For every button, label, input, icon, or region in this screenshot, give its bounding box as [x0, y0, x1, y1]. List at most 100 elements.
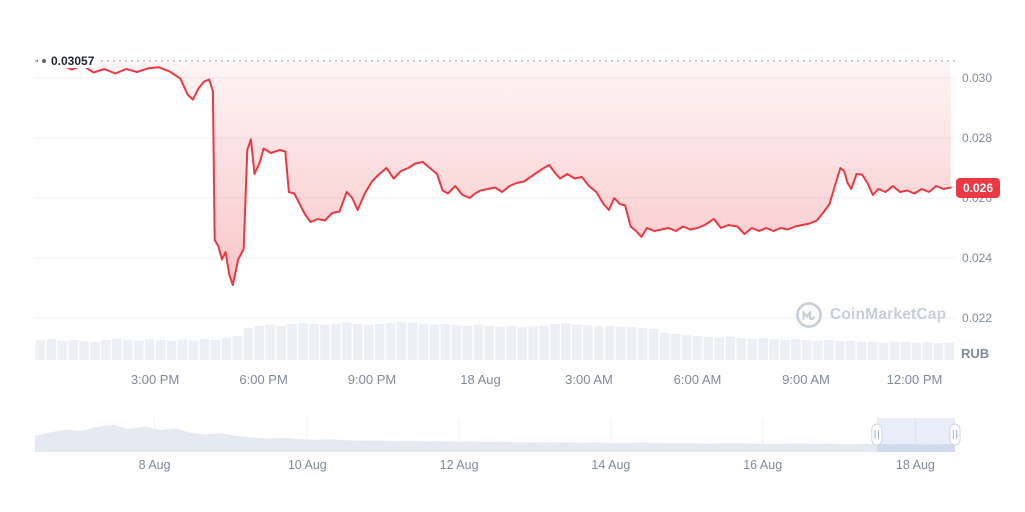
volume-bar	[856, 342, 867, 360]
reference-price-label: 0.03057	[38, 54, 99, 68]
reference-dot-icon	[42, 59, 46, 63]
volume-bar	[331, 324, 341, 360]
volume-bar	[703, 336, 714, 360]
volume-bar	[243, 328, 254, 360]
volume-bar	[101, 340, 111, 360]
volume-bar	[353, 324, 363, 360]
x-axis-label: 3:00 AM	[565, 372, 613, 387]
x-axis-label: 18 Aug	[460, 372, 501, 387]
navigator-date-label: 16 Aug	[743, 458, 782, 472]
volume-bar	[364, 324, 374, 360]
volume-bar	[725, 336, 735, 360]
volume-bar	[736, 338, 746, 360]
volume-bar	[681, 335, 692, 360]
x-axis-label: 9:00 PM	[348, 372, 396, 387]
volume-bar	[155, 340, 166, 360]
volume-bar	[769, 339, 779, 360]
volume-bar	[90, 342, 100, 360]
volume-bar	[604, 326, 615, 360]
volume-bar	[692, 336, 703, 360]
y-axis-label: 0.030	[962, 71, 992, 85]
volume-bar	[824, 340, 834, 360]
volume-bar	[659, 332, 670, 360]
volume-bar	[462, 326, 473, 360]
volume-bar	[199, 339, 210, 360]
volume-bar	[451, 325, 462, 360]
navigator-date-label: 14 Aug	[591, 458, 630, 472]
volume-bar	[637, 328, 648, 360]
volume-bar	[276, 326, 286, 360]
range-navigator[interactable]: 8 Aug 10 Aug 12 Aug 14 Aug 16 Aug 18 Aug	[0, 415, 1025, 477]
volume-bar	[385, 323, 396, 360]
volume-bar	[878, 342, 889, 360]
navigator-date-label: 18 Aug	[896, 458, 935, 472]
volume-bar	[834, 341, 845, 360]
volume-bar	[791, 339, 801, 360]
volume-bar	[134, 340, 144, 360]
volume-bar	[298, 323, 308, 360]
volume-bar	[79, 341, 89, 360]
navigator-handle-left[interactable]	[871, 423, 883, 446]
volume-bar	[813, 340, 823, 360]
price-chart[interactable]: 0.030 0.028 0.026 0.024 0.022 3:00 PM 6:00 PM 9…	[0, 0, 1025, 400]
volume-bar	[911, 342, 922, 360]
navigator-area	[35, 424, 955, 452]
volume-bar	[396, 322, 407, 360]
volume-bar	[254, 326, 264, 360]
volume-bar	[615, 326, 626, 360]
volume-bar	[68, 340, 78, 360]
volume-bar	[46, 339, 56, 360]
volume-bar	[287, 324, 297, 360]
volume-bar	[232, 336, 243, 360]
volume-bar	[802, 340, 812, 360]
volume-bar	[407, 322, 418, 360]
volume-bar	[166, 340, 177, 360]
volume-bar	[418, 324, 429, 360]
coinmarketcap-watermark: CoinMarketCap	[795, 301, 946, 329]
volume-bar	[35, 340, 45, 360]
coinmarketcap-logo-icon	[796, 302, 822, 328]
volume-bar	[845, 340, 856, 360]
volume-bar	[123, 340, 133, 360]
volume-bar	[889, 341, 900, 360]
volume-bar	[714, 337, 724, 360]
y-axis-label: 0.024	[962, 251, 992, 265]
volume-bar	[506, 326, 516, 360]
volume-bar	[517, 327, 527, 360]
volume-bar	[188, 340, 199, 360]
current-price-badge: 0.026	[956, 178, 1000, 198]
volume-bar	[221, 338, 232, 360]
y-axis-label: 0.028	[962, 131, 992, 145]
volume-bar	[561, 323, 571, 360]
volume-bar	[210, 340, 221, 360]
volume-bar	[484, 326, 494, 360]
volume-bar	[550, 324, 560, 360]
navigator-selection[interactable]	[876, 418, 955, 452]
volume-bar	[933, 343, 944, 360]
navigator-date-label: 10 Aug	[288, 458, 327, 472]
volume-bar	[320, 324, 330, 360]
volume-bar	[747, 338, 757, 360]
volume-bar	[144, 339, 155, 360]
currency-label: RUB	[961, 346, 990, 361]
volume-bar	[583, 325, 593, 360]
volume-bar	[57, 340, 67, 360]
volume-bar	[265, 324, 275, 360]
volume-bar	[539, 325, 549, 360]
volume-bar	[374, 324, 385, 360]
x-axis-label: 9:00 AM	[782, 372, 830, 387]
volume-bar	[670, 334, 681, 360]
volume-bar	[867, 341, 878, 360]
volume-bar	[648, 328, 659, 360]
price-area-fill	[37, 60, 951, 286]
volume-bar	[572, 324, 582, 360]
reference-price-value: 0.03057	[51, 54, 95, 68]
volume-bar	[177, 339, 188, 360]
navigator-handle-right[interactable]	[949, 423, 961, 446]
volume-bar	[944, 342, 954, 360]
x-axis-label: 6:00 AM	[674, 372, 722, 387]
navigator-date-label: 12 Aug	[440, 458, 479, 472]
volume-bar	[900, 342, 911, 360]
volume-bar	[112, 338, 122, 360]
